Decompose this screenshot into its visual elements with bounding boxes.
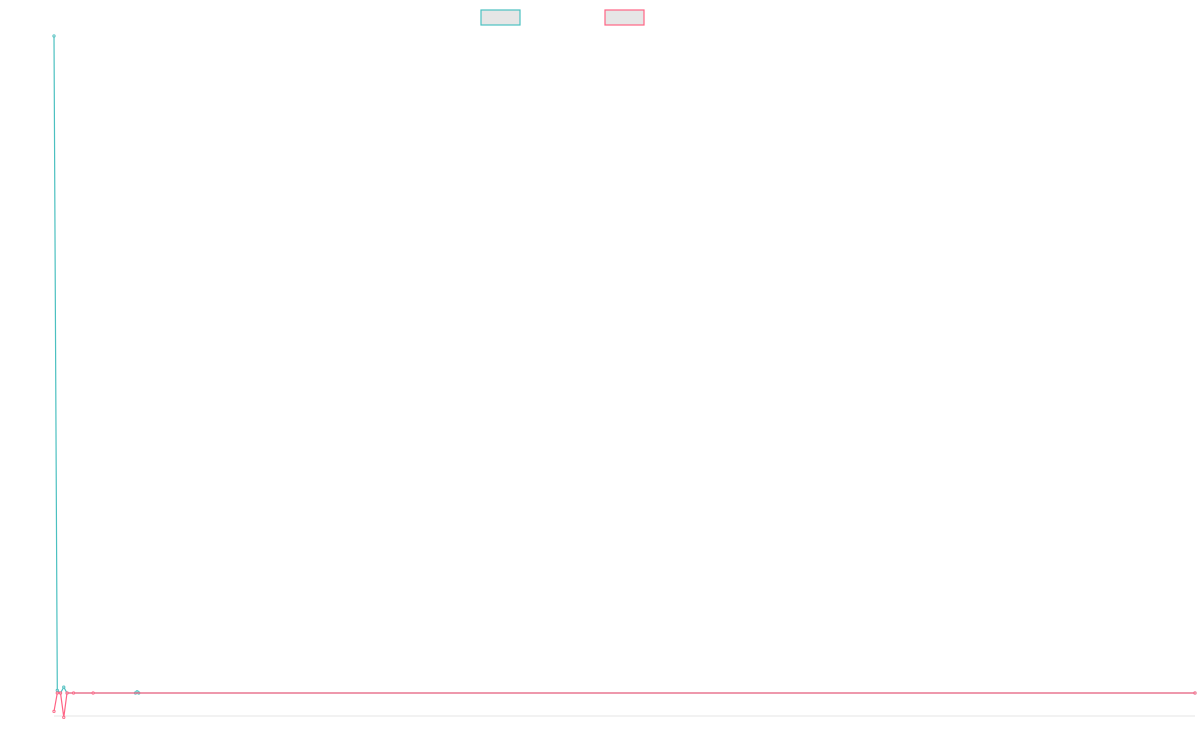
series-layer	[52, 34, 1197, 719]
data-point-1-1[interactable]	[55, 691, 59, 695]
legend	[480, 9, 645, 26]
data-point-1-3[interactable]	[62, 715, 66, 719]
legend-swatch-0[interactable]	[480, 9, 521, 26]
data-point-0-0[interactable]	[52, 34, 56, 38]
data-point-1-2[interactable]	[58, 691, 63, 695]
data-point-1-5[interactable]	[71, 691, 76, 695]
series-line-0	[53, 35, 1195, 694]
series-line-1	[53, 692, 1195, 718]
data-point-1-6[interactable]	[91, 691, 95, 695]
legend-swatch-1[interactable]	[604, 9, 645, 26]
data-point-1-4[interactable]	[65, 691, 69, 695]
data-point-1-7[interactable]	[1193, 691, 1197, 695]
data-point-0-3[interactable]	[62, 685, 66, 689]
data-point-0-1[interactable]	[55, 688, 59, 692]
data-point-1-0[interactable]	[52, 709, 56, 714]
